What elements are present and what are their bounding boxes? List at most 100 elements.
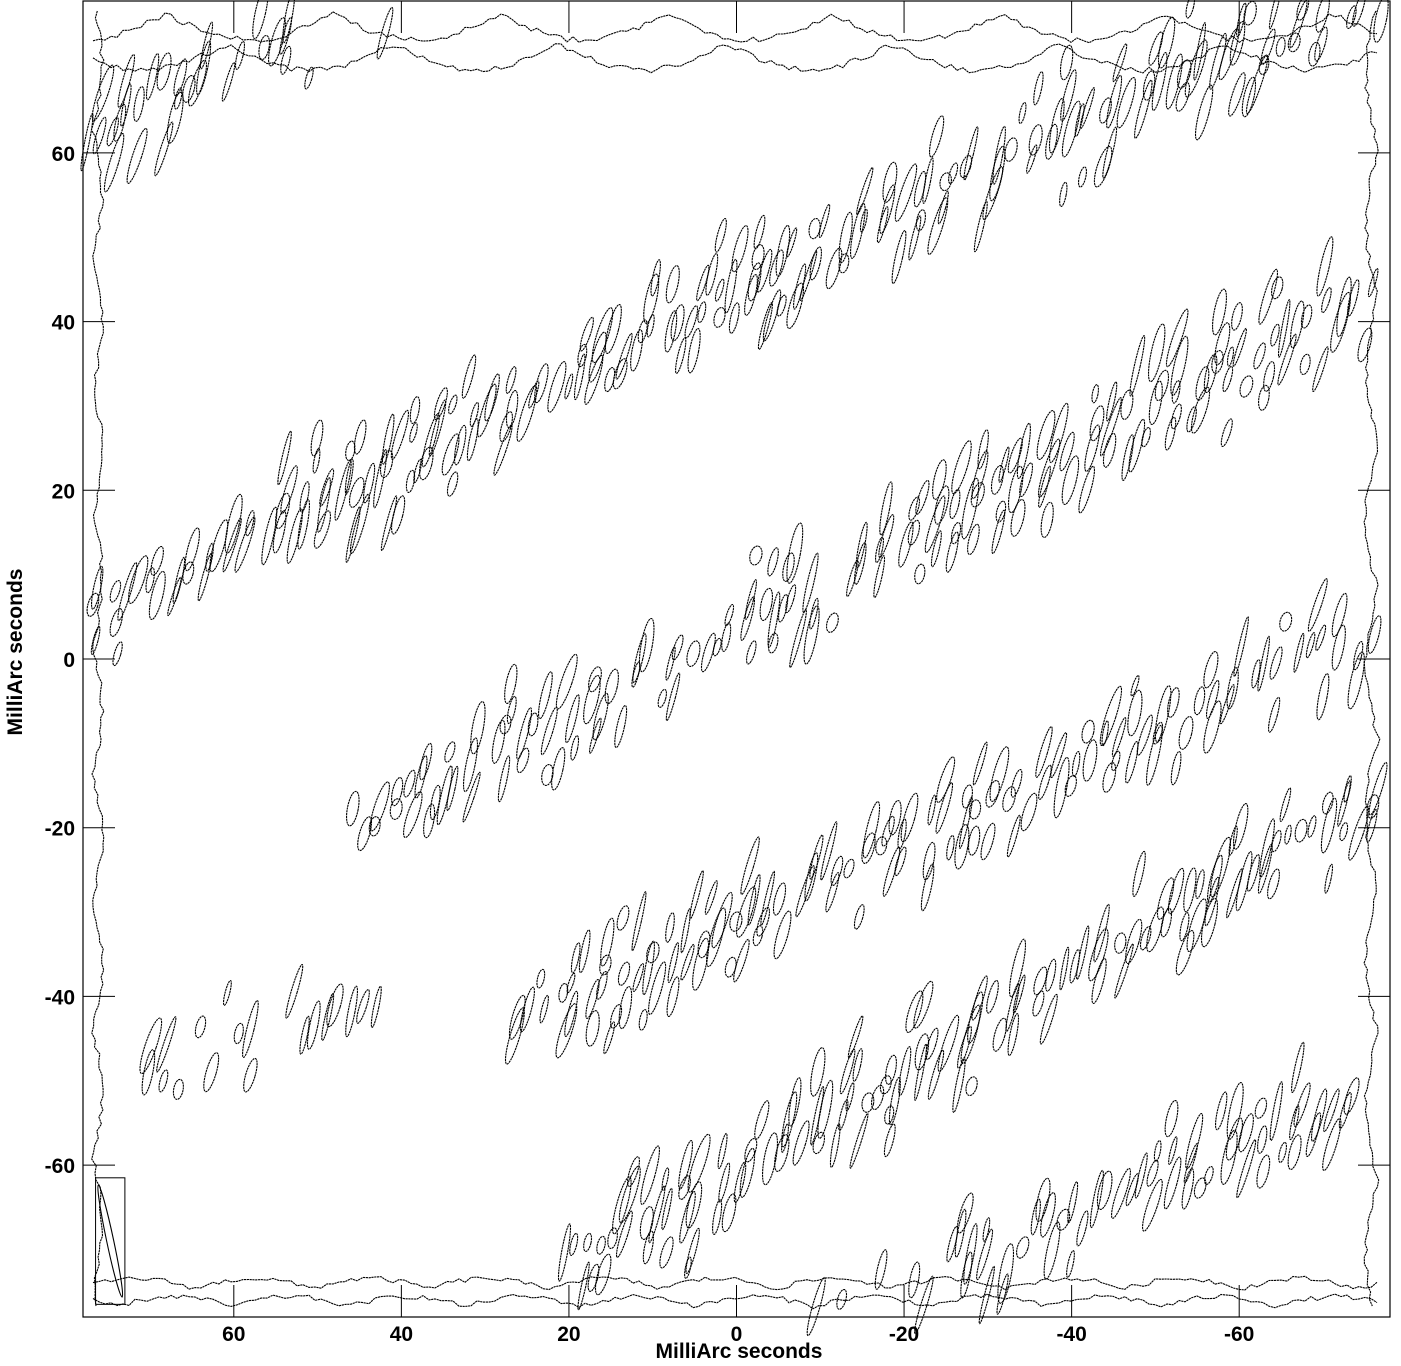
contour-loop (1081, 719, 1095, 744)
contour-loop (1102, 126, 1118, 179)
contour-loop (1267, 696, 1281, 733)
contour-loop (1315, 0, 1330, 33)
contour-loop (243, 1057, 258, 1093)
contour-loop (1111, 717, 1127, 757)
contour-loop (389, 798, 403, 820)
contour-loop (927, 197, 949, 255)
contour-loop (874, 1249, 888, 1290)
contour-loop (1116, 77, 1137, 129)
contour-loop (637, 319, 648, 344)
contour-loop (666, 976, 680, 1017)
contour-loop (117, 53, 136, 108)
contour-loop (577, 343, 588, 368)
contour-loop (1315, 624, 1327, 651)
contour-loop (1233, 616, 1249, 677)
contour-loop (614, 704, 628, 749)
contour-loop (878, 514, 895, 558)
contour-loop (90, 625, 101, 655)
contour-loop (1289, 300, 1305, 349)
contour-loop (997, 1243, 1015, 1304)
x-tick-label: -20 (889, 1323, 919, 1346)
contour-loop (809, 246, 822, 281)
contour-loop (839, 1048, 856, 1095)
contour-loop (946, 1225, 959, 1263)
contour-loop (1184, 39, 1208, 98)
contour-loop (1050, 732, 1068, 779)
contour-loop (245, 510, 255, 537)
contour-loop (493, 424, 513, 476)
x-tick-labels: 60 40 20 0 -20 -40 -60 (222, 1323, 1254, 1346)
contour-loop (1012, 974, 1026, 1014)
contour-loop (671, 634, 684, 661)
contour-loop (679, 1191, 696, 1244)
contour-loop (596, 1235, 606, 1255)
contour-loop (469, 401, 480, 427)
contour-loop (982, 1217, 991, 1242)
contour-loop (760, 870, 776, 926)
contour-loop (646, 313, 655, 338)
contour-loop (158, 1069, 169, 1093)
contour-loop (675, 337, 687, 375)
contour-loop (1165, 53, 1183, 110)
contour-loop (462, 737, 479, 793)
contour-loop (126, 127, 148, 184)
contour-loop (632, 963, 645, 992)
contour-loop (1134, 1152, 1148, 1199)
contour-loop (1203, 700, 1222, 754)
contour-loop (1066, 1250, 1075, 1278)
contour-loop (209, 519, 229, 573)
contour-loop (883, 1123, 896, 1158)
contour-loop (949, 488, 961, 520)
contour-loop (557, 1223, 572, 1282)
contour-loop (989, 746, 1010, 802)
contour-loop (998, 446, 1010, 483)
contour-loop (1165, 308, 1189, 368)
contour-loop (1178, 715, 1194, 750)
contour-loop (781, 1091, 798, 1148)
contour-loop (714, 278, 725, 302)
contour-loop (1268, 0, 1283, 30)
contour-loop (1300, 304, 1313, 329)
contour-loop (786, 227, 798, 258)
contour-loop (956, 1192, 974, 1234)
contour-loop (381, 413, 395, 465)
contour-loop (873, 555, 886, 599)
contour-loop (820, 821, 838, 881)
contour-loop (806, 1276, 826, 1337)
contour-loop (370, 985, 382, 1029)
contour-loop (1331, 624, 1346, 671)
contour-loop (718, 1162, 731, 1203)
contour-loop (363, 462, 376, 504)
y-tick-label: 40 (52, 312, 75, 335)
contour-loop (120, 83, 132, 127)
contour-loop (599, 954, 612, 976)
contour-loop (1246, 854, 1260, 892)
contour-loop (577, 1261, 590, 1311)
contour-loop (1099, 397, 1122, 457)
contour-loop (1035, 1177, 1051, 1222)
contour-loop (954, 823, 970, 870)
contour-loop (466, 418, 479, 462)
contour-loop (965, 1076, 978, 1097)
contour-loop (767, 591, 781, 648)
contour-loop (721, 1193, 737, 1233)
contour-loop (484, 373, 500, 422)
contour-loop (945, 531, 959, 573)
contour-loop (991, 509, 1006, 555)
contour-loop (148, 570, 166, 620)
contour-loop (1185, 0, 1196, 19)
contour-loop (441, 433, 460, 476)
contour-loop (429, 784, 441, 820)
contour-loop (1245, 54, 1269, 115)
contour-loop (1278, 1141, 1287, 1163)
contour-loop (1127, 689, 1143, 737)
contour-loop (607, 1227, 618, 1249)
contour-loop (627, 1156, 640, 1187)
contour-loop (1163, 1156, 1182, 1210)
contour-loop (312, 448, 321, 474)
contour-loop (1316, 673, 1330, 721)
contour-loop (1257, 635, 1271, 692)
contour-loop (1225, 1117, 1243, 1161)
contour-loop (615, 332, 633, 380)
contour-loop (1111, 750, 1121, 772)
